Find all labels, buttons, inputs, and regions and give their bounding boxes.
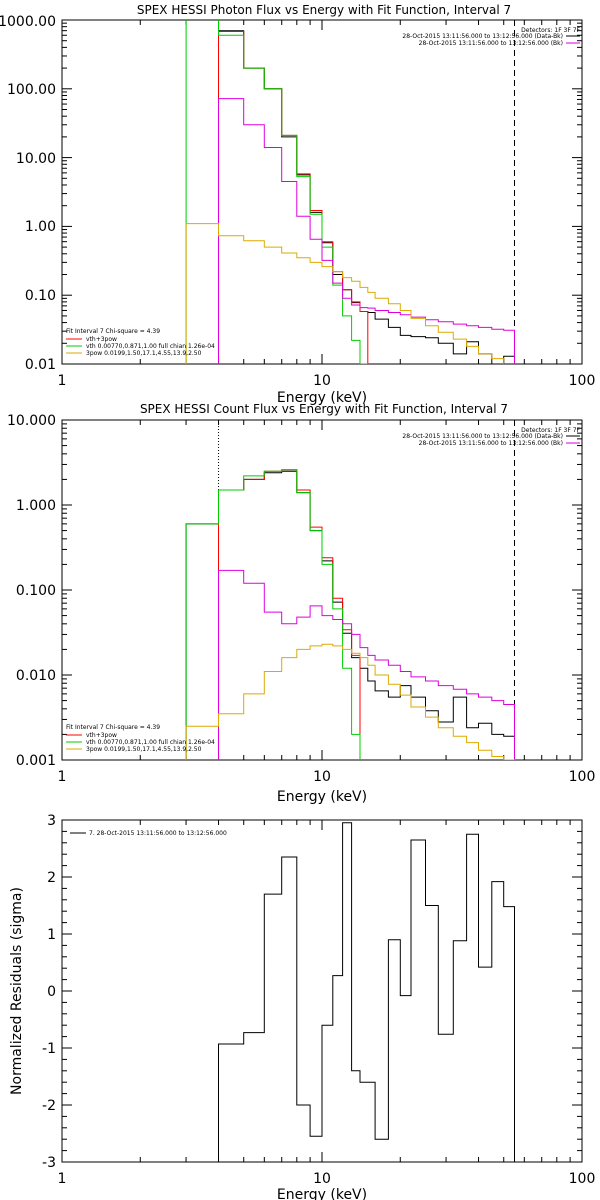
count-flux-y-tick-label: 10.000 <box>7 413 56 429</box>
count-flux-series-line <box>185 643 515 760</box>
photon-flux-fit-summary: Fit Interval 7 Chi-square = 4.39 <box>66 328 160 335</box>
photon-flux-series-line <box>218 98 515 364</box>
count-flux-y-tick-label: 1.000 <box>16 498 56 514</box>
photon-flux-y-tick-label: 0.10 <box>25 288 56 304</box>
count-flux-series-line <box>185 470 515 760</box>
photon-flux-legend-entry: vth 0.00770,0.871,1.00 full chian 1.26e-… <box>86 343 215 350</box>
photon-flux-panel: SPEX HESSI Photon Flux vs Energy with Fi… <box>0 3 596 406</box>
photon-flux-legend-entry: vth+3pow <box>86 336 117 343</box>
photon-flux-y-tick-label: 0.01 <box>25 357 56 373</box>
photon-flux-y-tick-label: 1000.00 <box>0 14 56 30</box>
photon-flux-series-line <box>185 20 369 364</box>
residuals-y-tick-label: 2 <box>47 870 56 886</box>
photon-flux-x-tick-label: 1 <box>58 373 67 389</box>
photon-flux-title: SPEX HESSI Photon Flux vs Energy with Fi… <box>137 3 511 17</box>
count-flux-legend-entry: 3pow 0.0199,1.50,17.1,4.55,13.9,2.50 <box>86 746 202 753</box>
photon-flux-y-tick-label: 10.00 <box>16 151 56 167</box>
photon-flux-legend-entry: 3pow 0.0199,1.50,17.1,4.55,13.9,2.50 <box>86 350 202 357</box>
residuals-x-tick-label: 10 <box>313 1171 331 1187</box>
photon-flux-axes <box>61 19 583 365</box>
count-flux-title: SPEX HESSI Count Flux vs Energy with Fit… <box>140 402 508 416</box>
count-flux-x-tick-label: 10 <box>313 769 331 785</box>
count-flux-x-tick-label: 1 <box>58 769 67 785</box>
count-flux-axes <box>61 419 583 761</box>
photon-flux-plot-frame <box>61 19 583 365</box>
residuals-panel: 1 10 100 Energy (keV) Normalized Residua… <box>9 813 595 1200</box>
photon-flux-series-line <box>218 30 515 364</box>
count-flux-plot-frame <box>61 419 583 761</box>
residuals-y-tick-label: 1 <box>47 927 56 943</box>
count-flux-y-tick-label: 0.001 <box>16 753 56 769</box>
residuals-plot-area <box>218 822 515 1162</box>
residuals-x-axis-label: Energy (keV) <box>277 1187 367 1200</box>
residuals-y-axis-label: Normalized Residuals (sigma) <box>9 887 25 1095</box>
photon-flux-background-interval-label: 28-Oct-2015 13:11:56.000 to 13:12:56.000… <box>419 40 563 47</box>
count-flux-y-tick-label: 0.010 <box>16 668 56 684</box>
count-flux-y-tick-label: 0.100 <box>16 583 56 599</box>
residuals-y-tick-label: -3 <box>42 1155 56 1171</box>
count-flux-x-axis-label: Energy (keV) <box>277 789 367 805</box>
count-flux-legend-entry: vth+3pow <box>86 732 117 739</box>
photon-flux-x-axis-label: Energy (keV) <box>277 390 367 406</box>
residuals-x-tick-label: 1 <box>58 1171 67 1187</box>
residuals-legend-entry: 7. 28-Oct-2015 13:11:56.000 to 13:12:56.… <box>89 830 227 837</box>
residuals-y-tick-label: 0 <box>47 984 56 1000</box>
residuals-x-tick-label: 100 <box>569 1171 596 1187</box>
photon-flux-x-tick-label: 10 <box>313 373 331 389</box>
count-flux-data-interval-label: 28-Oct-2015 13:11:56.000 to 13:12:56.000… <box>402 433 563 440</box>
count-flux-legend-entry: vth 0.00770,0.871,1.00 full chian 1.26e-… <box>86 739 215 746</box>
residuals-y-tick-label: 3 <box>47 813 56 829</box>
photon-flux-data-interval-label: 28-Oct-2015 13:11:56.000 to 13:12:56.000… <box>402 33 563 40</box>
photon-flux-x-tick-label: 100 <box>569 373 596 389</box>
photon-flux-y-tick-label: 1.00 <box>25 219 56 235</box>
count-flux-x-tick-label: 100 <box>569 769 596 785</box>
count-flux-series-line <box>218 569 515 760</box>
photon-flux-series-group <box>185 20 515 364</box>
count-flux-panel: SPEX HESSI Count Flux vs Energy with Fit… <box>7 402 596 805</box>
photon-flux-y-tick-label: 100.00 <box>7 82 56 98</box>
residuals-series-group <box>218 822 515 1162</box>
count-flux-plot-area <box>185 420 515 760</box>
count-flux-detectors-label: Detectors: 1F 3F 7F <box>521 427 580 434</box>
residuals-axes <box>61 819 583 1163</box>
count-flux-series-group <box>185 420 515 760</box>
photon-flux-plot-area <box>185 20 515 364</box>
count-flux-series-line <box>218 469 361 760</box>
count-flux-series-line <box>185 469 361 760</box>
count-flux-background-interval-label: 28-Oct-2015 13:11:56.000 to 13:12:56.000… <box>419 440 563 447</box>
photon-flux-detectors-label: Detectors: 1F 3F 7F <box>521 27 580 34</box>
residuals-y-tick-label: -1 <box>42 1041 56 1057</box>
count-flux-fit-summary: Fit Interval 7 Chi-square = 4.39 <box>66 724 160 731</box>
residuals-series-line <box>218 822 515 1162</box>
photon-flux-series-line <box>185 223 505 364</box>
residuals-y-tick-label: -2 <box>42 1098 56 1114</box>
